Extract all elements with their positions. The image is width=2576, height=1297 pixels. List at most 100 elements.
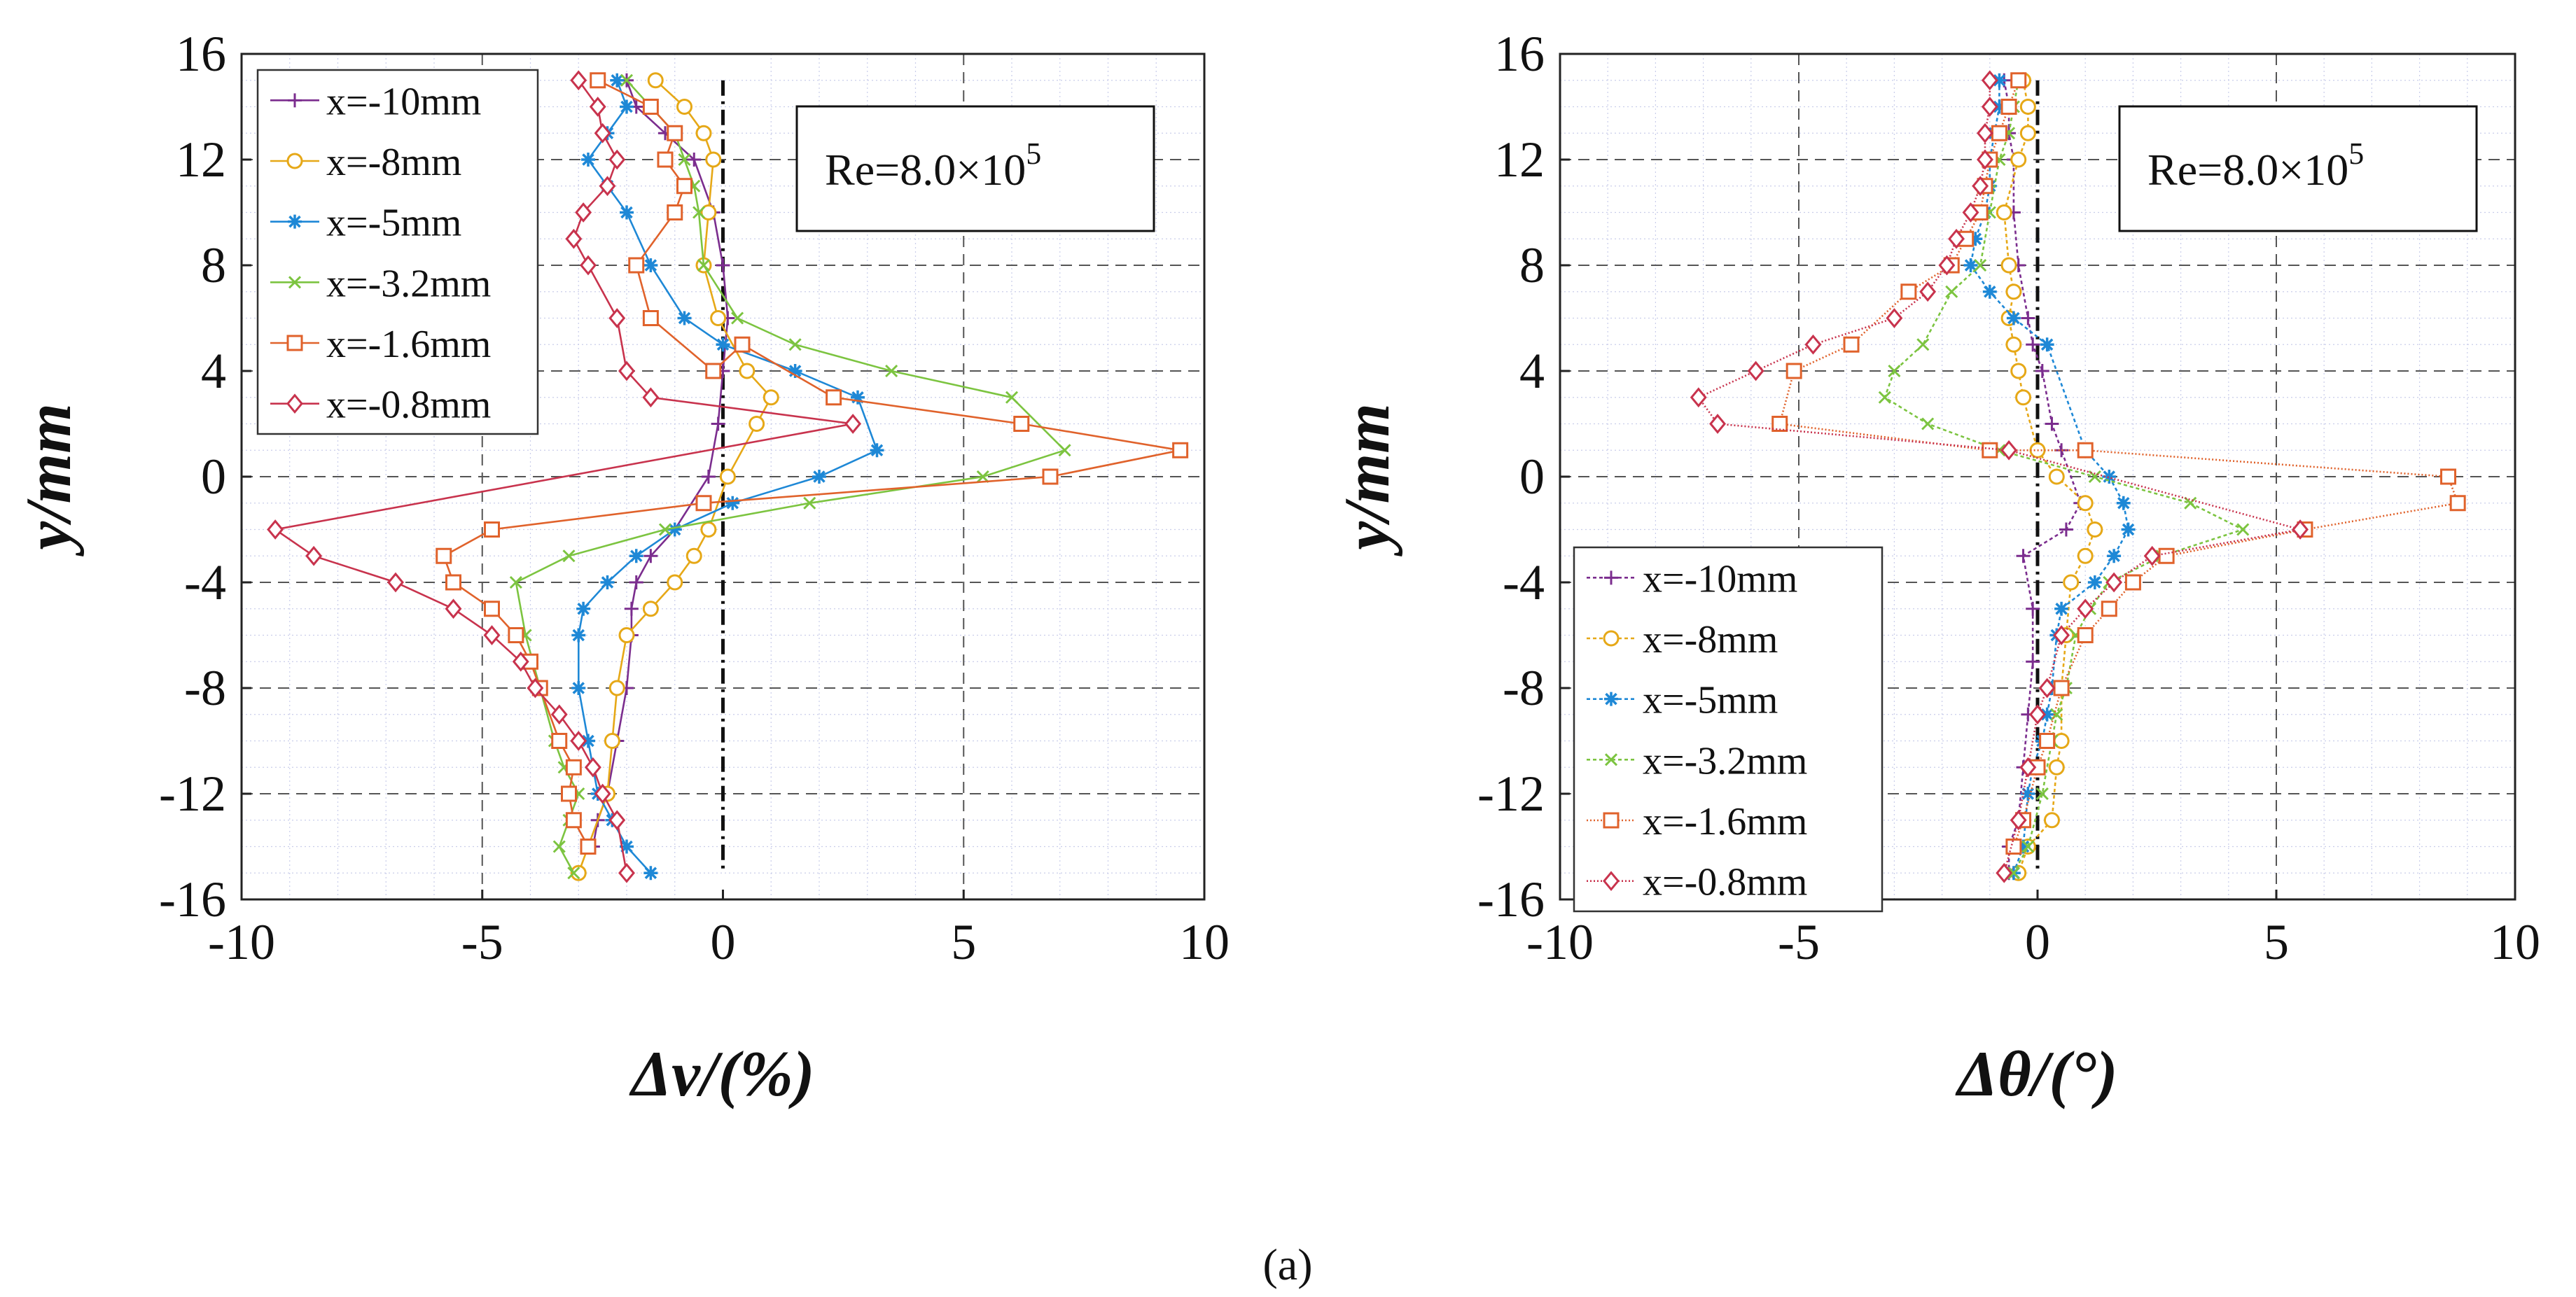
series-x=-3.2mm bbox=[509, 73, 1071, 880]
data-point bbox=[2026, 654, 2040, 669]
data-point bbox=[2039, 733, 2056, 749]
data-point bbox=[305, 545, 323, 566]
data-point bbox=[2045, 416, 2059, 431]
legend-marker bbox=[288, 214, 302, 229]
data-point bbox=[2000, 257, 2017, 274]
data-point bbox=[1963, 258, 1978, 272]
data-point bbox=[445, 598, 462, 619]
legend-marker bbox=[1603, 871, 1620, 892]
data-point bbox=[608, 308, 626, 328]
data-point bbox=[803, 496, 816, 510]
legend-marker bbox=[288, 276, 302, 289]
data-point bbox=[647, 72, 664, 89]
data-point bbox=[667, 522, 682, 537]
data-point bbox=[2010, 810, 2027, 831]
data-point bbox=[2038, 678, 2056, 699]
data-point bbox=[667, 574, 683, 591]
data-point bbox=[581, 153, 595, 167]
data-point bbox=[594, 122, 611, 143]
data-point bbox=[570, 864, 587, 881]
data-point bbox=[1974, 258, 1987, 272]
annotation-text: Re=8.0×105 bbox=[825, 136, 1041, 195]
legend-marker bbox=[288, 93, 302, 108]
data-point bbox=[2053, 680, 2070, 696]
data-point bbox=[719, 468, 736, 485]
data-point bbox=[2077, 598, 2094, 619]
data-point bbox=[1968, 232, 1983, 246]
data-point bbox=[788, 338, 802, 351]
data-point bbox=[2102, 470, 2117, 484]
data-point bbox=[763, 389, 779, 406]
legend-marker bbox=[286, 393, 303, 414]
data-point bbox=[1919, 281, 1937, 302]
data-point bbox=[642, 310, 659, 326]
data-point bbox=[2005, 336, 2022, 353]
data-point bbox=[2021, 787, 2035, 801]
data-point bbox=[624, 601, 639, 616]
data-point bbox=[484, 601, 500, 617]
data-point bbox=[600, 575, 615, 589]
data-point bbox=[643, 549, 658, 563]
data-point bbox=[565, 228, 583, 249]
y-tick-label: 0 bbox=[1519, 449, 1545, 505]
legend-label: x=-8mm bbox=[1643, 618, 1778, 661]
y-tick-label: 16 bbox=[176, 26, 226, 82]
legend-label: x=-10mm bbox=[326, 80, 481, 123]
y-tick-label: -8 bbox=[184, 660, 226, 716]
data-point bbox=[676, 178, 692, 195]
series-line bbox=[2003, 80, 2082, 874]
data-point bbox=[2005, 839, 2022, 855]
data-point bbox=[677, 311, 692, 325]
data-point bbox=[629, 549, 643, 563]
legend-label: x=-0.8mm bbox=[1643, 861, 1807, 904]
data-point bbox=[1042, 468, 1059, 485]
data-point bbox=[2158, 547, 2175, 564]
data-point bbox=[2077, 495, 2094, 512]
data-point bbox=[2124, 574, 2141, 591]
x-tick-label: 10 bbox=[2490, 914, 2540, 970]
legend-marker bbox=[1604, 692, 1618, 706]
data-point bbox=[590, 72, 606, 89]
data-point bbox=[2035, 364, 2049, 378]
data-point bbox=[436, 547, 452, 564]
data-point bbox=[667, 204, 683, 220]
data-point bbox=[1977, 122, 1993, 143]
data-point bbox=[1709, 414, 1727, 434]
data-point bbox=[2116, 496, 2131, 510]
data-point bbox=[1900, 283, 1917, 300]
data-point bbox=[700, 204, 717, 220]
data-point bbox=[734, 336, 751, 353]
data-point bbox=[1938, 255, 1956, 276]
x-axis-label: Δθ/(°) bbox=[1954, 1038, 2117, 1109]
data-point bbox=[710, 310, 727, 326]
data-point bbox=[565, 759, 582, 776]
data-point bbox=[628, 257, 645, 274]
data-point bbox=[739, 363, 756, 379]
data-point bbox=[508, 627, 524, 643]
data-point bbox=[1996, 204, 2012, 220]
data-point bbox=[552, 840, 566, 853]
data-point bbox=[725, 496, 740, 510]
data-point bbox=[1804, 334, 1822, 355]
legend-marker bbox=[1604, 753, 1618, 766]
legend-label: x=-1.6mm bbox=[326, 323, 491, 366]
data-point bbox=[387, 572, 404, 593]
data-point bbox=[509, 575, 522, 589]
y-tick-label: -16 bbox=[159, 871, 226, 927]
data-point bbox=[2087, 521, 2103, 538]
y-tick-label: -12 bbox=[1477, 766, 1545, 822]
data-point bbox=[620, 99, 634, 114]
legend: x=-10mm x=-8mm x=-5mm x=-3.2mm x=-1.6mm x=-0.… bbox=[1573, 546, 1884, 913]
data-point bbox=[584, 757, 601, 778]
data-point bbox=[620, 73, 634, 87]
legend-label: x=-3.2mm bbox=[1643, 739, 1807, 783]
data-point bbox=[567, 867, 580, 880]
legend-label: x=-3.2mm bbox=[326, 262, 491, 305]
data-point bbox=[2048, 759, 2065, 776]
reynolds-annotation: Re=8.0×105 bbox=[795, 105, 1155, 232]
data-point bbox=[604, 733, 620, 749]
data-point bbox=[2054, 601, 2069, 616]
data-point bbox=[695, 125, 712, 141]
x-tick-label: -10 bbox=[208, 914, 275, 970]
data-point bbox=[576, 601, 591, 616]
